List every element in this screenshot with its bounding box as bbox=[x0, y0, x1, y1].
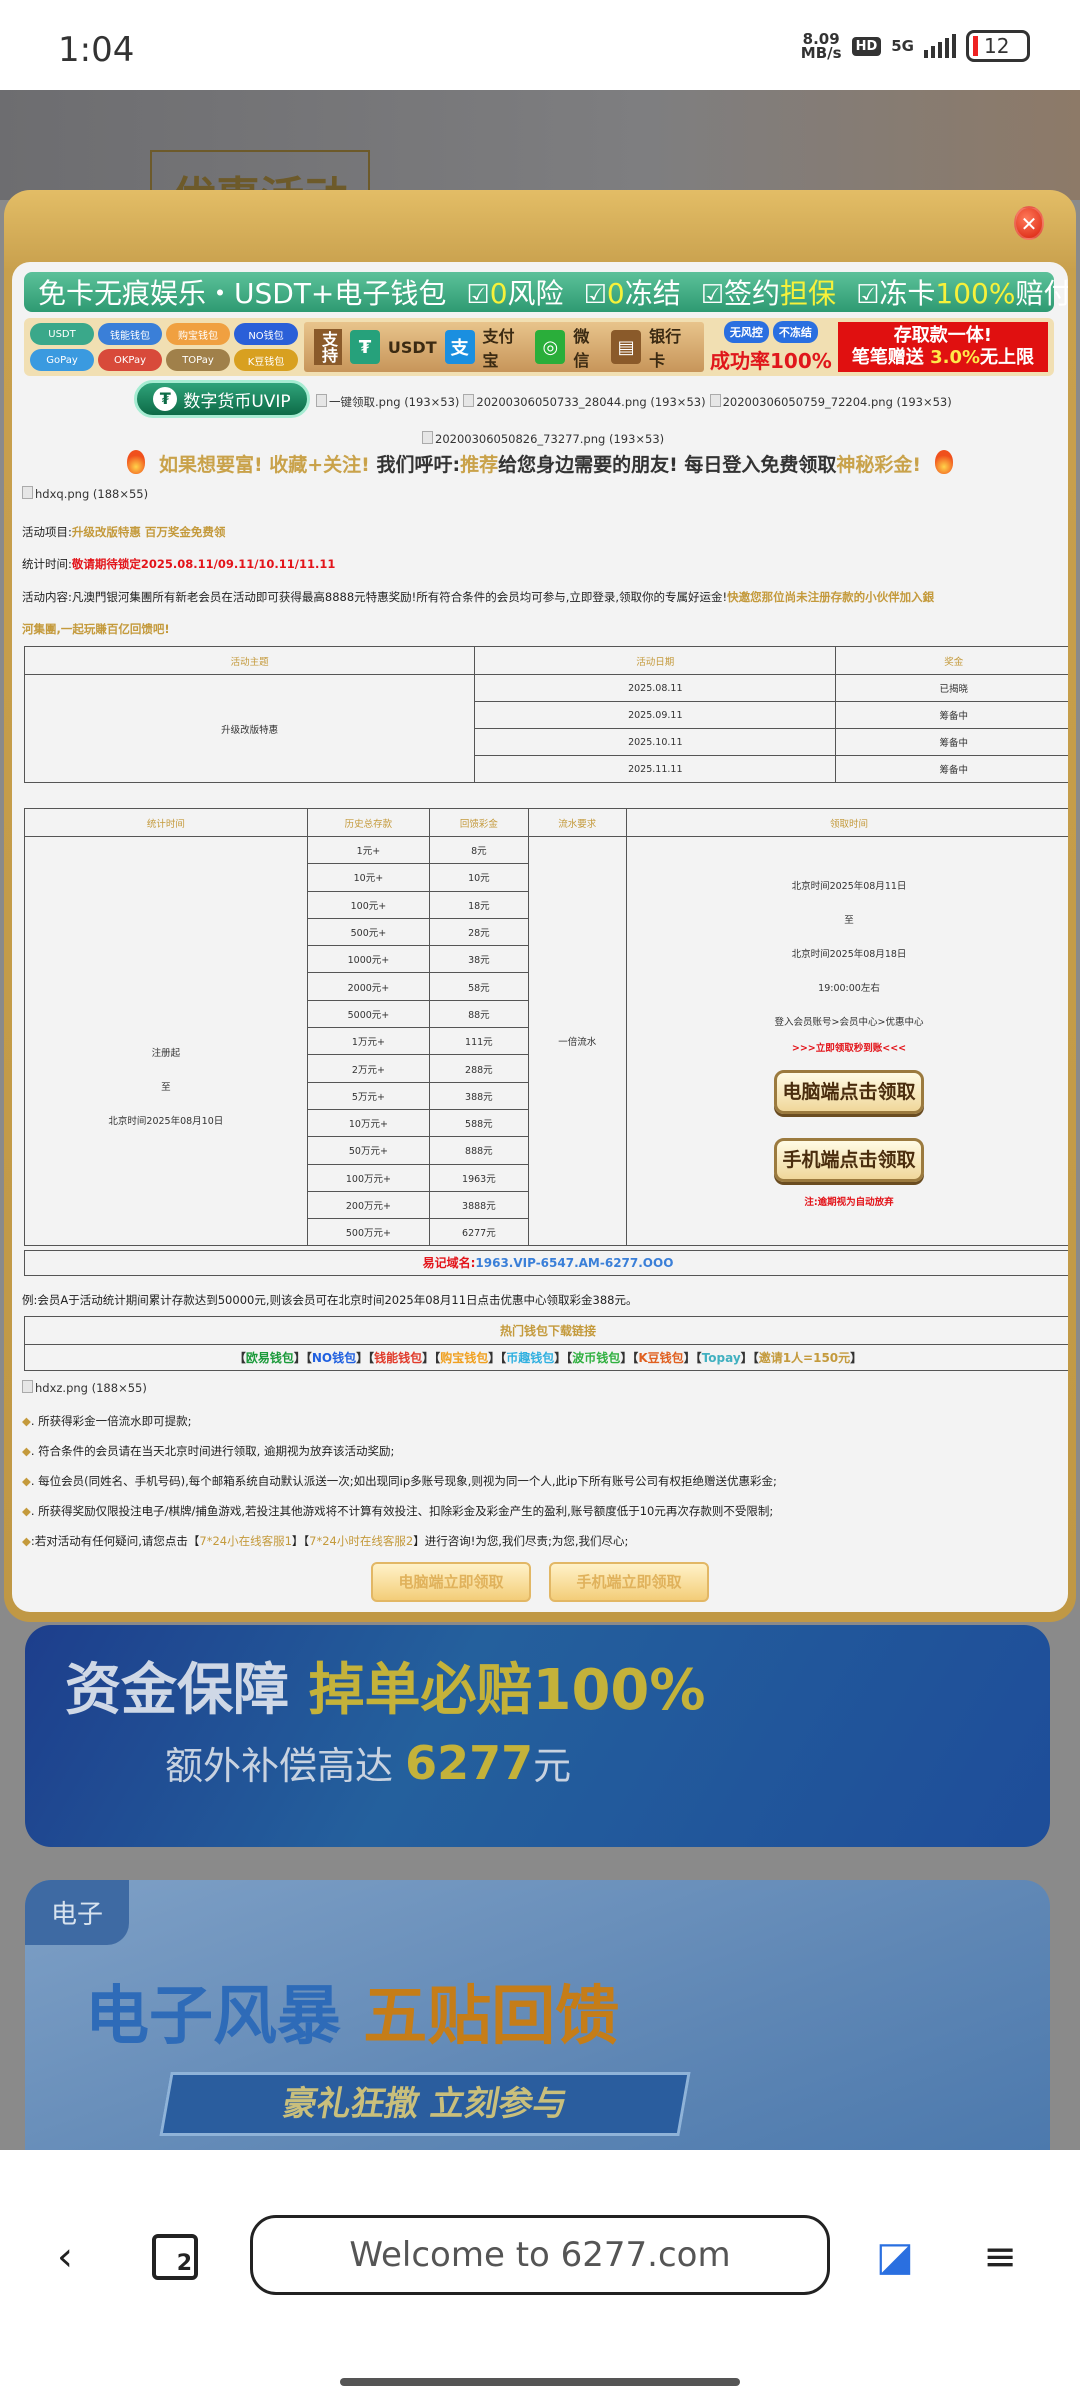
hd-icon: HD bbox=[851, 36, 882, 56]
broken-image[interactable]: 20200306050826_73277.png (193×53) bbox=[422, 432, 664, 446]
hot-icon bbox=[126, 450, 145, 474]
category-tag: 电子 bbox=[25, 1880, 130, 1945]
network-speed: 8.09 MB/s bbox=[800, 30, 842, 62]
wallet-link[interactable]: K豆钱包 bbox=[638, 1351, 684, 1365]
battery-icon: 12 bbox=[966, 30, 1030, 62]
broken-image: hdxz.png (188×55) bbox=[22, 1381, 147, 1395]
gesture-bar[interactable] bbox=[340, 2378, 740, 2386]
table-row: 1000元+ 38元 bbox=[25, 945, 1069, 974]
bank-card-icon: ▤ bbox=[611, 330, 642, 364]
close-icon[interactable]: ✕ bbox=[1014, 206, 1044, 240]
risk-badges: 无风控 不冻结 成功率100% bbox=[710, 320, 832, 374]
signal-icon bbox=[924, 34, 956, 58]
pc-claim-button[interactable]: 电脑端点击领取 bbox=[773, 1070, 924, 1115]
hot-icon bbox=[935, 450, 954, 474]
promo-header-banner: 优惠活动 bbox=[0, 90, 1080, 226]
back-icon[interactable]: ‹ bbox=[57, 2234, 73, 2280]
electronic-games-banner[interactable]: 电子 电子风暴 五贴回馈 豪礼狂撒 立刻参与 bbox=[25, 1880, 1050, 2150]
browser-toolbar: ‹ 2 Welcome to 6277.com ◪ ≡ bbox=[0, 2150, 1080, 2400]
table-row: 1万元+ 111元 bbox=[25, 1027, 1069, 1056]
wallet-pill: OKPay bbox=[98, 349, 162, 371]
wallet-pill: USDT bbox=[30, 323, 94, 345]
wallet-pill: NO钱包 bbox=[234, 323, 298, 345]
payment-strip: USDT 钱能钱包 购宝钱包 NO钱包 GoPay OKPay TOPay K豆钱包 支持 ₮… bbox=[24, 318, 1054, 376]
table-row: 100万元+ 1963元 bbox=[25, 1163, 1069, 1192]
support-methods: 支持 ₮ USDT 支支付宝 ◎ 微信 ▤ 银行卡 bbox=[304, 322, 704, 372]
wallet-link[interactable]: 欧易钱包 bbox=[245, 1351, 294, 1365]
pc-claim-image-button[interactable]: 电脑端立即领取 bbox=[371, 1562, 531, 1602]
table-row: 50万元+ 888元 bbox=[25, 1136, 1069, 1165]
bonus-tier-table: 统计时间 历史总存款 回馈彩金 流水要求 领取时间 注册起至北京时间2025年08月10… bbox=[24, 808, 1069, 1247]
mobile-claim-image-button[interactable]: 手机端立即领取 bbox=[549, 1562, 709, 1602]
menu-icon[interactable]: ≡ bbox=[983, 2234, 1017, 2280]
guarantee-banner[interactable]: 资金保障 掉单必赔100% 额外补偿高达 6277元 bbox=[25, 1625, 1050, 1847]
status-bar: 1:04 8.09 MB/s HD 5G 12 bbox=[0, 0, 1080, 90]
tether-icon: ₮ bbox=[153, 387, 178, 411]
wallet-link[interactable]: 币趣钱包 bbox=[506, 1351, 555, 1365]
modal-content: 免卡无痕娱乐・USDT+电子钱包 ☑0风险 ☑0冻结 ☑签约担保 ☑冻卡100%… bbox=[12, 262, 1068, 1612]
uvip-button[interactable]: ₮ 数字货币UVIP bbox=[134, 380, 310, 418]
table-row: 500元+ 28元 bbox=[25, 917, 1069, 947]
tabs-button[interactable]: 2 bbox=[140, 2222, 210, 2292]
wallet-link[interactable]: NO钱包 bbox=[311, 1351, 357, 1365]
wallet-pill: 购宝钱包 bbox=[166, 323, 230, 345]
example-text: 例:会员A于活动统计期间累计存款达到50000元,则该会员可在北京时间2025年… bbox=[22, 1293, 638, 1307]
broken-image[interactable]: 一键领取.png (193×53) bbox=[316, 394, 459, 410]
usdt-icon: ₮ bbox=[350, 330, 380, 364]
broken-image: hdxq.png (188×55) bbox=[22, 487, 148, 501]
broken-image[interactable]: 20200306050733_28044.png (193×53) bbox=[463, 394, 705, 410]
support-link-1[interactable]: 7*24小在线客服1 bbox=[199, 1534, 292, 1548]
wallet-pill: K豆钱包 bbox=[234, 349, 298, 371]
hot-slogan: 如果想要富! 收藏+关注! 我们呼吁:推荐给您身边需要的朋友! 每日登入免费领取… bbox=[12, 450, 1068, 477]
feature-banner: 免卡无痕娱乐・USDT+电子钱包 ☑0风险 ☑0冻结 ☑签约担保 ☑冻卡100%… bbox=[24, 272, 1068, 312]
promotion-modal: ✕ 免卡无痕娱乐・USDT+电子钱包 ☑0风险 ☑0冻结 ☑签约担保 ☑冻卡10… bbox=[4, 190, 1076, 1622]
wallet-links-table: 热门钱包下载链接 【欧易钱包】【NO钱包】【钱能钱包】【购宝钱包】【币趣钱包】【… bbox=[24, 1316, 1068, 1371]
wallet-link[interactable]: Topay bbox=[701, 1351, 741, 1365]
deposit-promo-box: 存取款一体! 笔笔赠送 3.0%无上限 bbox=[837, 322, 1048, 372]
table-row: 500万元+ 6277元 bbox=[25, 1218, 1069, 1247]
alipay-icon: 支 bbox=[444, 330, 475, 364]
clock: 1:04 bbox=[58, 30, 135, 70]
table-row: 注册起至北京时间2025年08月10日 1元+ 8元 一倍流水 北京时间2025年08月… bbox=[24, 835, 1068, 1247]
bookmark-icon[interactable]: ◪ bbox=[876, 2234, 914, 2280]
wechat-icon: ◎ bbox=[535, 330, 566, 364]
domain-row: 易记域名:1963.VIP-6547.AM-6277.OOO bbox=[24, 1250, 1068, 1276]
wallet-pill: 钱能钱包 bbox=[98, 323, 162, 345]
mobile-claim-button[interactable]: 手机端点击领取 bbox=[773, 1138, 924, 1183]
table-row: 200万元+ 3888元 bbox=[25, 1190, 1069, 1220]
wallet-pill: TOPay bbox=[166, 349, 230, 371]
support-link-2[interactable]: 7*24小时在线客服2 bbox=[309, 1534, 414, 1548]
wallet-link[interactable]: 购宝钱包 bbox=[440, 1351, 489, 1365]
url-bar[interactable]: Welcome to 6277.com bbox=[250, 2215, 830, 2295]
broken-image[interactable]: 20200306050759_72204.png (193×53) bbox=[710, 394, 952, 410]
wallet-pill: GoPay bbox=[30, 349, 94, 371]
wallet-link[interactable]: 钱能钱包 bbox=[374, 1351, 423, 1365]
wallet-link[interactable]: 波币钱包 bbox=[572, 1351, 621, 1365]
network-type: 5G bbox=[891, 37, 914, 55]
table-row: 100元+ 18元 bbox=[25, 890, 1069, 919]
table-row: 10元+ 10元 bbox=[25, 863, 1069, 892]
banner-subtitle: 豪礼狂撒 立刻参与 bbox=[159, 2072, 691, 2136]
activity-date-table: 活动主题 活动日期 奖金 升级改版特惠 2025.08.11 已揭晓 2025.09.1… bbox=[23, 646, 1068, 783]
table-row: 10万元+ 588元 bbox=[25, 1108, 1069, 1138]
wallet-link[interactable]: 邀请1人=150元 bbox=[758, 1351, 851, 1365]
